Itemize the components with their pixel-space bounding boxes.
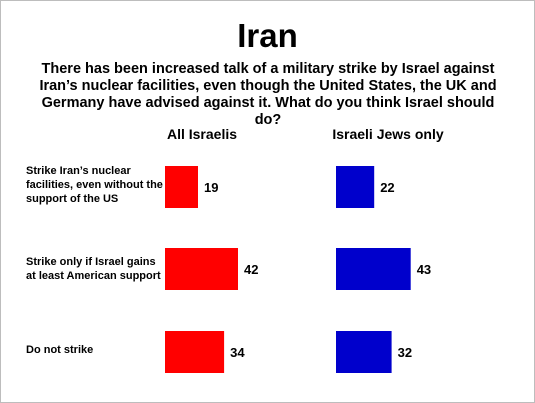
bar-series1-cat0 [336,166,375,208]
slide-title: Iran [237,17,298,54]
column-header-israeli-jews: Israeli Jews only [332,126,444,142]
bar-series0-cat2 [165,331,225,373]
data-label-series1-cat2: 32 [398,345,412,360]
data-label-series0-cat1: 42 [244,262,258,277]
bar-series1-cat1 [336,248,411,290]
bar-series0-cat1 [165,248,238,290]
category-label-do-not-strike: Do not strike [26,344,94,356]
bar-series0-cat0 [165,166,198,208]
survey-question: There has been increased talk of a milit… [39,61,497,128]
data-label-series1-cat1: 43 [417,262,431,277]
bar-series1-cat2 [336,331,392,373]
data-label-series0-cat0: 19 [204,180,218,195]
column-header-all-israelis: All Israelis [166,126,238,142]
category-label-strike-with-support: Strike only if Israel gains at least Ame… [26,256,161,282]
data-label-series1-cat0: 22 [380,180,394,195]
data-label-series0-cat2: 34 [230,345,245,360]
category-label-strike-without-us: Strike Iran’s nuclear facilities, even w… [26,165,163,205]
